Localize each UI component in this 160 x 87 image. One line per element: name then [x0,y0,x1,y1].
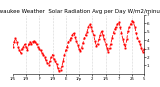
Title: Milwaukee Weather  Solar Radiation Avg per Day W/m2/minute: Milwaukee Weather Solar Radiation Avg pe… [0,9,160,14]
